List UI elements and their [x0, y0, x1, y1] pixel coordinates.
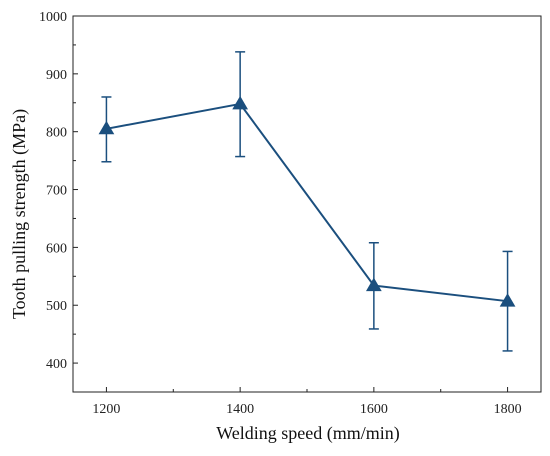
y-tick-label: 1000 [39, 10, 67, 25]
x-tick-label: 1200 [92, 402, 120, 417]
y-tick-label: 900 [46, 68, 67, 83]
y-tick-label: 400 [46, 357, 67, 372]
x-axis-title: Welding speed (mm/min) [216, 423, 400, 444]
y-tick-label: 700 [46, 184, 67, 199]
x-tick-label: 1400 [226, 402, 254, 417]
data-point [365, 277, 382, 292]
plot-frame [72, 15, 542, 393]
data-point [499, 293, 516, 307]
data-point [98, 120, 115, 135]
series-line [106, 102, 508, 303]
series-layer [98, 51, 516, 352]
y-axis-title: Tooth pulling strength (MPa) [9, 109, 30, 319]
axes [72, 15, 542, 393]
y-tick-label: 600 [46, 241, 67, 256]
data-point [232, 95, 249, 110]
ticks: 400 500 600 700 800 900 1000 1200 1400 1600 1800 [39, 10, 522, 417]
y-tick-label: 800 [46, 126, 67, 141]
x-tick-label: 1800 [494, 402, 522, 417]
y-tick-label: 500 [46, 299, 67, 314]
x-tick-label: 1600 [360, 402, 388, 417]
